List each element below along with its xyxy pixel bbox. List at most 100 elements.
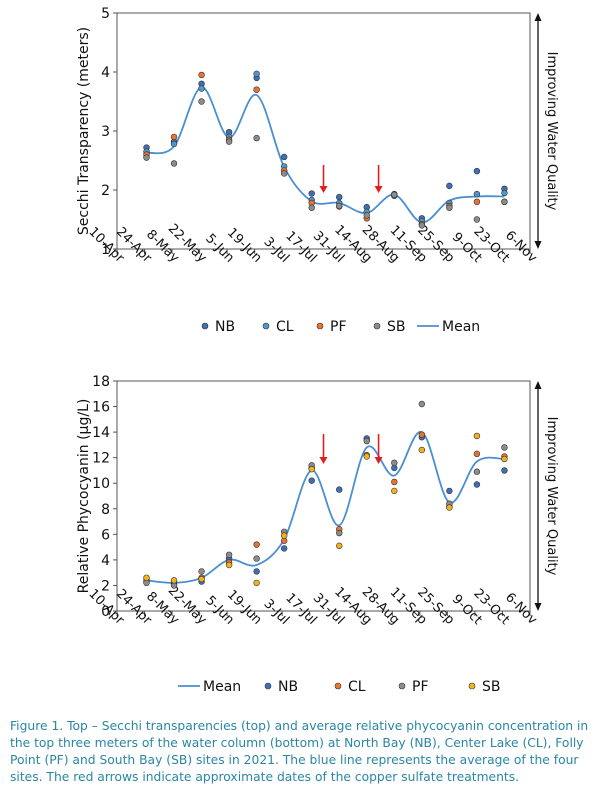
legend-label: CL bbox=[348, 679, 366, 695]
treatment-arrow-head bbox=[374, 457, 383, 465]
y-tick-label: 0 bbox=[101, 604, 110, 620]
quality-arrow-head-down bbox=[534, 603, 542, 611]
point-sb bbox=[198, 98, 205, 105]
point-sb bbox=[170, 577, 178, 584]
legend-label: SB bbox=[387, 319, 406, 335]
point-nb bbox=[473, 167, 481, 175]
plot-frame bbox=[116, 12, 531, 250]
point-cl bbox=[473, 190, 481, 198]
y-tick-label: 12 bbox=[92, 451, 110, 467]
x-tick-label: 6-Nov bbox=[502, 590, 540, 628]
point-pf bbox=[336, 529, 343, 537]
x-tick-label: 6-Nov bbox=[502, 228, 540, 266]
legend-cl-swatch bbox=[334, 682, 342, 690]
point-sb bbox=[280, 170, 288, 177]
point-sb bbox=[363, 453, 370, 460]
point-nb bbox=[280, 153, 288, 161]
point-pf bbox=[418, 400, 426, 408]
treatment-arrow-head bbox=[374, 185, 383, 193]
point-sb bbox=[446, 504, 453, 511]
point-sb bbox=[501, 198, 508, 206]
point-cl bbox=[170, 140, 178, 148]
point-cl bbox=[501, 189, 508, 197]
point-sb bbox=[363, 212, 370, 219]
y-tick-label: 14 bbox=[92, 425, 110, 441]
point-sb bbox=[336, 202, 343, 210]
legend-label: SB bbox=[482, 679, 501, 695]
legend-sb-swatch bbox=[373, 322, 381, 330]
chart-2: 02468101214161810-Apr24-Apr8-May22-May5-… bbox=[76, 374, 559, 695]
legend: NB CL PF SB Mean bbox=[201, 319, 480, 335]
point-pf bbox=[253, 86, 260, 93]
right-axis-label: Improving Water Quality bbox=[544, 417, 559, 576]
point-sb bbox=[418, 446, 426, 454]
point-sb bbox=[308, 204, 315, 211]
point-sb bbox=[336, 542, 343, 550]
point-nb bbox=[253, 568, 260, 575]
point-pf bbox=[473, 468, 481, 475]
point-sb bbox=[198, 575, 205, 583]
point-cl bbox=[418, 431, 426, 438]
y-tick-label: 4 bbox=[101, 553, 110, 569]
y-tick-label: 2 bbox=[101, 183, 110, 199]
point-sb bbox=[280, 532, 288, 539]
legend-label: Mean bbox=[203, 679, 241, 695]
point-pf bbox=[198, 568, 205, 575]
y-tick-label: 16 bbox=[92, 400, 110, 416]
point-sb bbox=[418, 222, 426, 229]
point-sb bbox=[446, 204, 453, 211]
quality-arrow-head-down bbox=[534, 241, 542, 249]
quality-arrow-head-up bbox=[534, 13, 542, 21]
point-sb bbox=[253, 134, 260, 142]
y-tick-label: 8 bbox=[101, 502, 110, 518]
point-sb bbox=[143, 574, 150, 581]
point-pf bbox=[253, 555, 260, 562]
right-axis-label: Improving Water Quality bbox=[544, 52, 559, 211]
legend-label: CL bbox=[276, 319, 294, 335]
y-tick-label: 5 bbox=[101, 6, 110, 22]
point-sb bbox=[143, 154, 150, 161]
point-sb bbox=[391, 191, 398, 198]
treatment-arrow-head bbox=[319, 457, 328, 465]
point-sb bbox=[225, 138, 233, 145]
point-sb bbox=[391, 487, 398, 495]
legend-sb-swatch bbox=[468, 682, 476, 690]
point-nb bbox=[308, 477, 315, 484]
point-cl bbox=[253, 70, 260, 77]
point-pf bbox=[225, 551, 233, 558]
y-axis-title: Secchi Transparency (meters) bbox=[76, 27, 92, 235]
point-cl bbox=[473, 450, 481, 458]
mean-line bbox=[146, 431, 505, 584]
legend-label: PF bbox=[330, 319, 347, 335]
point-cl bbox=[198, 85, 205, 92]
point-sb bbox=[225, 561, 233, 569]
y-tick-label: 18 bbox=[92, 374, 110, 390]
legend-label: Mean bbox=[442, 319, 480, 335]
point-sb bbox=[170, 160, 178, 167]
figure-caption: Figure 1. Top – Secchi transparencies (t… bbox=[10, 719, 589, 784]
point-pf bbox=[363, 437, 370, 445]
point-nb bbox=[308, 190, 315, 197]
point-sb bbox=[308, 465, 315, 473]
point-pf bbox=[391, 459, 398, 466]
chart-1: 1234510-Apr24-Apr8-May22-May5-Jun19-Jun3… bbox=[76, 6, 559, 335]
legend-pf-swatch bbox=[316, 322, 324, 330]
point-nb bbox=[501, 467, 508, 474]
point-sb bbox=[473, 432, 481, 440]
legend-label: NB bbox=[215, 319, 235, 335]
point-nb bbox=[473, 481, 481, 488]
point-sb bbox=[253, 579, 260, 587]
legend-nb-swatch bbox=[264, 682, 272, 690]
treatment-arrow-head bbox=[319, 185, 328, 193]
point-pf bbox=[198, 71, 205, 79]
quality-arrow-head-up bbox=[534, 381, 542, 389]
y-tick-label: 2 bbox=[101, 578, 110, 594]
y-tick-label: 6 bbox=[101, 527, 110, 543]
point-sb bbox=[473, 216, 481, 223]
point-nb bbox=[446, 182, 453, 190]
point-pf bbox=[170, 133, 178, 141]
point-cl bbox=[253, 541, 260, 548]
y-tick-label: 4 bbox=[101, 65, 110, 81]
y-tick-label: 3 bbox=[101, 124, 110, 140]
legend-nb-swatch bbox=[201, 322, 209, 330]
